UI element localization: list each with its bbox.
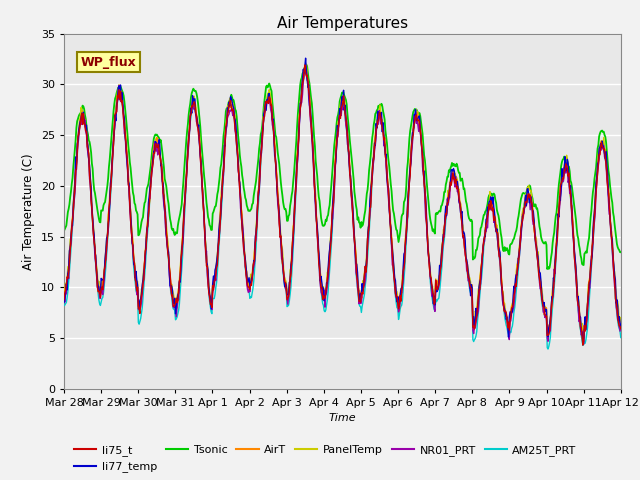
X-axis label: Time: Time	[328, 413, 356, 423]
Title: Air Temperatures: Air Temperatures	[277, 16, 408, 31]
Text: WP_flux: WP_flux	[81, 56, 136, 69]
Y-axis label: Air Temperature (C): Air Temperature (C)	[22, 153, 35, 269]
Legend: li75_t, li77_temp, Tsonic, AirT, PanelTemp, NR01_PRT, AM25T_PRT: li75_t, li77_temp, Tsonic, AirT, PanelTe…	[70, 441, 581, 477]
